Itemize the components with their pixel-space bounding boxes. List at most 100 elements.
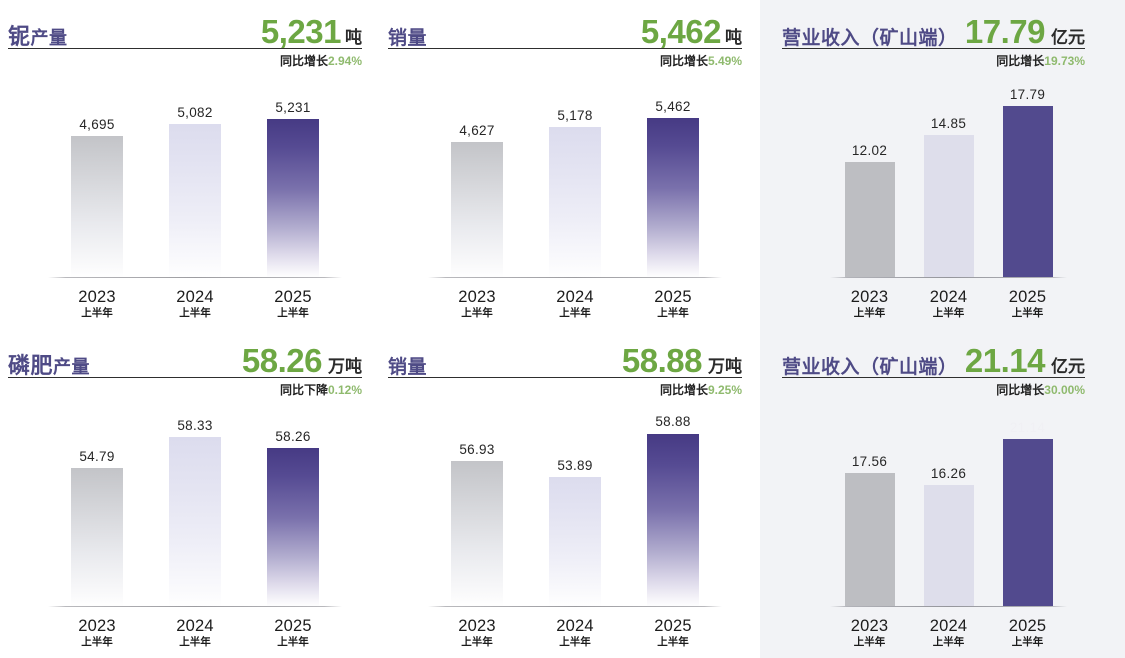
metric-value-group: 5,462 吨	[641, 15, 742, 48]
x-axis-line	[48, 277, 342, 278]
bar-chart: 54.79 58.33 58.26 2023	[0, 407, 380, 658]
x-tick: 2024 上半年	[549, 617, 601, 650]
bar-chart: 17.56 16.26 21.14 2023	[760, 407, 1125, 658]
panel-niobium-output: 铌产量 5,231 吨 同比增长2.94% 4,695	[0, 0, 380, 329]
x-tick: 2024 上半年	[549, 288, 601, 321]
yoy-badge: 同比增长2.94%	[280, 53, 362, 70]
tick-year: 2024	[556, 617, 594, 635]
bar-2023	[71, 468, 123, 607]
tick-year: 2023	[78, 617, 116, 635]
bar-value-label: 4,627	[459, 122, 495, 138]
yoy-badge: 同比增长19.73%	[996, 53, 1085, 70]
x-tick: 2025 上半年	[647, 617, 699, 650]
bar-group: 4,627	[451, 86, 503, 278]
tick-year: 2023	[850, 288, 889, 306]
bar-value-label: 21.14	[1009, 419, 1046, 435]
metric-value: 5,231	[260, 13, 342, 50]
bar-group: 53.89	[549, 415, 601, 607]
bar-group: 58.88	[647, 415, 699, 607]
title-primary: 销量	[388, 357, 428, 378]
bar-2024	[169, 437, 221, 607]
bar-value-label: 58.88	[655, 414, 691, 429]
yoy-percent: 9.25%	[707, 383, 742, 397]
metric-value-group: 5,231 吨	[261, 15, 362, 48]
x-tick: 2025 上半年	[647, 288, 699, 321]
tick-period: 上半年	[853, 635, 886, 648]
bar-2025	[1002, 106, 1053, 278]
tick-period: 上半年	[932, 306, 965, 319]
header-divider	[782, 48, 1085, 49]
header-divider	[8, 48, 362, 49]
yoy-badge: 同比增长9.25%	[660, 382, 742, 399]
tick-period: 上半年	[179, 635, 211, 648]
title-primary: 销量	[388, 28, 428, 49]
title-primary: 铌	[8, 24, 31, 49]
tick-period: 上半年	[657, 635, 689, 648]
x-tick: 2024 上半年	[924, 288, 974, 321]
bar-group: 12.02	[844, 86, 895, 278]
x-tick: 2023 上半年	[71, 617, 123, 650]
bar-value-label: 53.89	[557, 457, 593, 473]
bar-2025	[647, 118, 699, 278]
x-axis-line	[428, 277, 722, 278]
bar-group: 4,695	[71, 86, 123, 278]
header-divider	[782, 377, 1085, 378]
yoy-label: 同比增长	[659, 54, 708, 68]
bar-2023	[451, 142, 503, 278]
page-title: 营业收入（矿山端）	[782, 358, 958, 377]
x-tick: 2025 上半年	[267, 617, 319, 650]
x-tick: 2023 上半年	[845, 288, 895, 321]
x-axis-ticks: 2023 上半年 2024 上半年 2025 上半年	[428, 288, 722, 321]
panel-header: 营业收入（矿山端） 21.14 亿元 同比增长30.00%	[782, 329, 1085, 407]
bar-group: 5,082	[169, 86, 221, 278]
tick-period: 上半年	[81, 635, 113, 648]
bar-value-label: 5,082	[177, 104, 213, 120]
metric-unit: 亿元	[1051, 357, 1085, 376]
yoy-percent: 2.94%	[327, 54, 362, 68]
page-title: 磷肥 产量	[8, 355, 90, 377]
yoy-percent: 0.12%	[327, 383, 362, 397]
bar-value-label: 12.02	[851, 142, 888, 158]
panel-niobium-revenue: 营业收入（矿山端） 17.79 亿元 同比增长19.73% 12.02	[760, 0, 1125, 329]
panel-header: 销量 5,462 吨 同比增长5.49%	[388, 0, 742, 78]
bar-group: 5,178	[549, 86, 601, 278]
tick-year: 2024	[929, 288, 968, 306]
tick-year: 2025	[274, 288, 312, 306]
x-tick: 2024 上半年	[169, 617, 221, 650]
tick-period: 上半年	[559, 306, 591, 319]
tick-period: 上半年	[1011, 635, 1044, 648]
yoy-percent: 30.00%	[1044, 383, 1085, 397]
bar-2024	[923, 485, 974, 607]
x-tick: 2023 上半年	[451, 288, 503, 321]
header-divider	[8, 377, 362, 378]
x-tick: 2023 上半年	[845, 617, 895, 650]
panel-header: 销量 58.88 万吨 同比增长9.25%	[388, 329, 742, 407]
x-tick: 2025 上半年	[1003, 617, 1053, 650]
x-tick: 2023 上半年	[451, 617, 503, 650]
header-divider	[388, 377, 742, 378]
x-tick: 2023 上半年	[71, 288, 123, 321]
tick-year: 2025	[654, 617, 692, 635]
yoy-label: 同比下降	[279, 383, 328, 397]
yoy-label: 同比增长	[659, 383, 708, 397]
bar-2023	[451, 461, 503, 607]
panel-phosphate-output: 磷肥 产量 58.26 万吨 同比下降0.12% 54.79	[0, 329, 380, 658]
bar-2025	[267, 119, 319, 278]
x-axis-ticks: 2023 上半年 2024 上半年 2025 上半年	[48, 617, 342, 650]
metric-value: 5,462	[640, 13, 722, 50]
x-axis-line	[830, 606, 1067, 607]
bar-value-label: 58.33	[177, 417, 213, 433]
tick-period: 上半年	[853, 306, 886, 319]
bar-chart: 4,695 5,082 5,231 2023	[0, 78, 380, 329]
bar-group: 5,231	[267, 86, 319, 278]
header-divider	[388, 48, 742, 49]
bar-value-label: 5,462	[655, 98, 691, 114]
x-axis-line	[48, 606, 342, 607]
tick-year: 2024	[176, 617, 214, 635]
panel-phosphate-sales: 销量 58.88 万吨 同比增长9.25% 56.93	[380, 329, 760, 658]
yoy-percent: 19.73%	[1044, 54, 1085, 68]
bar-group: 17.56	[844, 415, 895, 607]
bar-group: 21.14	[1002, 415, 1053, 607]
panel-header: 营业收入（矿山端） 17.79 亿元 同比增长19.73%	[782, 0, 1085, 78]
tick-year: 2023	[458, 288, 496, 306]
